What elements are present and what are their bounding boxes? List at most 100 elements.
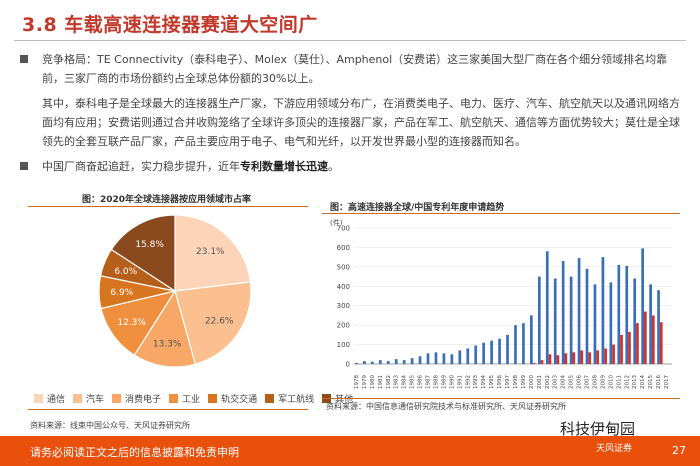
bar-中国 [564,353,568,364]
pie-legend-item: 轨交交通 [208,392,257,405]
china-text: 中国厂商奋起追赶，实力稳步提升，近年 [42,160,240,173]
bar-全球 [378,360,382,364]
pie-label-6: 15.8% [135,240,164,250]
x-tick-label: 1982 [386,375,392,389]
x-tick-label: 2001 [537,375,543,389]
x-tick-label: 2017 [664,375,670,389]
pie-chart-title: 图：2020年全球连接器按应用领域市占率 [82,195,252,205]
x-tick-label: 2007 [585,375,591,389]
paragraph-competition: 竞争格局：TE Connectivity（泰科电子）、Molex（莫仕）、Amp… [42,53,668,85]
bar-全球 [537,276,541,364]
legend-swatch [208,394,218,403]
legend-label: 工业 [182,395,201,405]
bar-全球 [522,323,525,364]
bar-全球 [434,352,438,364]
pie-label-1: 22.6% [205,317,234,327]
pie-slice-0 [174,214,252,292]
y-tick-label: 700 [337,225,350,233]
x-tick-label: 1993 [473,375,479,389]
y-tick-label: 200 [337,322,350,330]
pie-slice-3 [100,290,177,356]
bar-全球 [553,278,557,364]
bar-全球 [649,284,652,364]
pie-legend-item: 汽车 [73,392,104,405]
bar-全球 [641,248,645,364]
x-tick-label: 2015 [648,375,654,389]
bar-chart-title: 图：高速连接器全球/中国专利年度申请趋势 [330,203,505,213]
x-tick-label: 2003 [553,375,559,389]
x-tick-label: 2006 [577,375,583,389]
paragraph-details: 其中，泰科电子是全球最大的连接器生产厂家，下游应用领域分布广，在消费类电子、电力… [42,97,680,148]
bar-全球 [498,338,501,364]
legend-label: 汽车 [86,395,105,405]
bullet-square [20,162,28,170]
x-tick-label: 2012 [624,375,630,389]
bar-全球 [371,361,374,364]
legend-swatch [265,394,275,403]
pie-title-rule [28,206,308,207]
bar-中国 [628,331,631,364]
bar-中国 [604,348,607,364]
x-tick-label: 1980 [370,375,376,389]
x-tick-label: 2010 [608,375,614,389]
bar-全球 [585,268,589,364]
bar-中国 [540,360,544,364]
bar-全球 [633,278,637,364]
bar-全球 [426,353,430,364]
bar-全球 [450,354,454,364]
y-tick-label: 300 [337,302,350,310]
china-end: 。 [328,160,339,173]
bar-全球 [577,258,581,364]
bar-全球 [514,325,517,364]
bar-中国 [651,315,655,364]
bar-全球 [530,315,533,364]
title-divider [14,40,686,41]
bar-中国 [612,344,615,364]
y-tick-label: 100 [337,341,350,349]
bar-全球 [569,276,573,364]
bar-全球 [545,251,549,364]
bar-全球 [418,356,422,364]
legend-label: 消费电子 [125,395,162,405]
china-bold: 专利数量增长迅速 [240,160,328,173]
bar-中国 [596,350,600,364]
bar-全球 [458,350,462,364]
bar-中国 [548,354,552,364]
bar-全球 [355,363,358,364]
bar-全球 [490,340,493,364]
watermark-text: 科技伊甸园 [560,420,636,438]
x-tick-label: 2009 [600,375,606,389]
y-tick-label: 600 [337,244,350,252]
x-tick-label: 1998 [513,375,519,389]
y-tick-label: 500 [337,263,350,271]
x-tick-label: 1987 [426,375,432,389]
bar-中国 [659,322,663,364]
x-tick-label: 1991 [457,375,463,389]
x-tick-label: 1981 [378,375,384,389]
page-number: 27 [672,444,686,457]
pie-label-4: 6.9% [110,288,133,298]
x-tick-label: 1986 [418,375,424,389]
bar-全球 [466,348,470,364]
bar-全球 [609,282,613,364]
pie-slice-6 [110,214,176,293]
pie-bottom-rule [28,409,308,410]
bar-全球 [506,334,509,364]
x-tick-label: 1990 [449,375,455,389]
bar-中国 [580,350,584,364]
bar-全球 [601,257,605,364]
footer-disclaimer[interactable]: 请务必阅读正文之后的信息披露和免责申明 [30,446,239,459]
bar-source: 资料来源：中国信息通信研究院技术与标准研究所、天风证券研究所 [326,402,566,411]
y-unit: (件) [330,218,343,227]
bar-全球 [482,342,486,364]
x-tick-label: 1992 [465,375,471,389]
x-tick-label: 1989 [441,375,447,389]
bar-全球 [657,290,660,364]
bar-全球 [561,261,565,364]
pie-legend-item: 通信 [34,392,65,405]
bar-全球 [625,265,629,364]
y-tick-label: 400 [337,283,350,291]
paragraph-china: 中国厂商奋起追赶，实力稳步提升，近年专利数量增长迅速。 [42,157,682,176]
bar-中国 [620,334,623,364]
legend-label: 轨交交通 [221,395,258,405]
